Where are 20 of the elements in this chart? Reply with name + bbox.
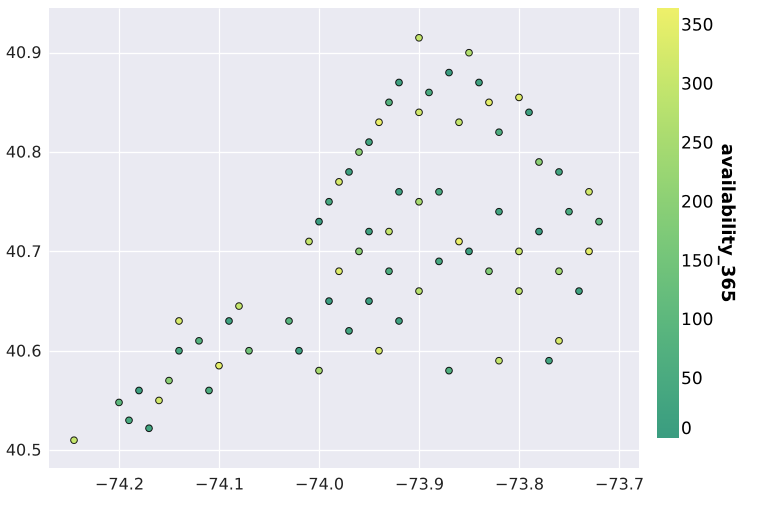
x-tick-label: −73.9 bbox=[394, 474, 444, 494]
color-bar-label: 300 bbox=[681, 74, 714, 95]
x-tick-label: −73.7 bbox=[594, 474, 644, 494]
color-bar-label: 250 bbox=[681, 133, 714, 154]
color-bar-title: availability_365 bbox=[717, 144, 738, 302]
y-tick-label: 40.7 bbox=[6, 242, 42, 261]
color-bar-label: 350 bbox=[681, 16, 714, 36]
x-tick-label: −74.1 bbox=[194, 474, 244, 494]
color-bar-label: 50 bbox=[681, 369, 703, 390]
y-tick-label: 40.5 bbox=[6, 440, 42, 460]
y-tick-label: 40.8 bbox=[6, 142, 42, 162]
y-tick-label: 40.6 bbox=[6, 341, 42, 360]
x-tick-label: −74.0 bbox=[294, 474, 344, 494]
color-bar-label: 0 bbox=[681, 419, 692, 439]
x-tick-label: −73.8 bbox=[494, 474, 544, 494]
color-bar-label: 200 bbox=[681, 192, 714, 212]
color-bar-label: 150 bbox=[681, 251, 714, 272]
y-tick-label: 40.9 bbox=[6, 43, 42, 62]
x-tick-label: −74.2 bbox=[94, 474, 144, 494]
color-bar-label: 100 bbox=[681, 310, 714, 330]
